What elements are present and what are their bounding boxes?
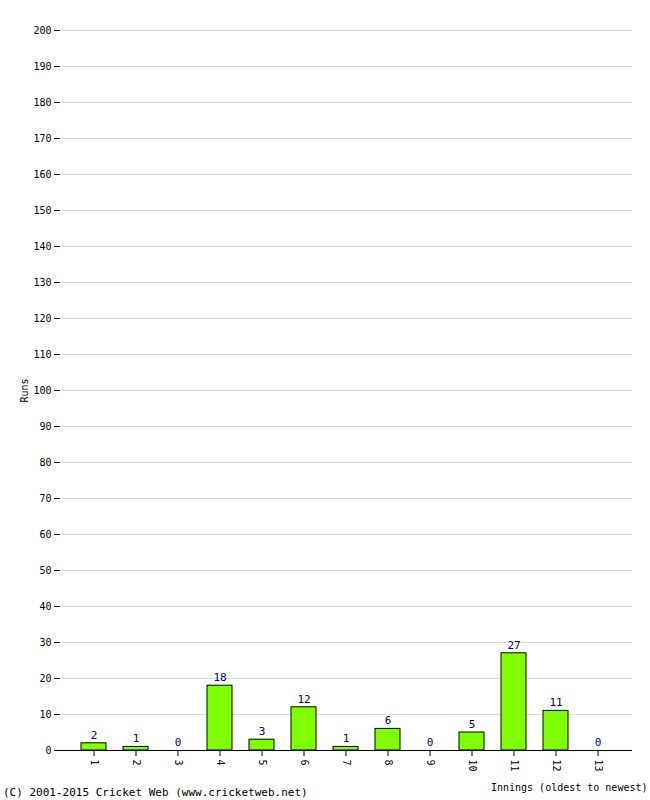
svg-text:180: 180 bbox=[33, 97, 51, 108]
svg-text:27: 27 bbox=[507, 639, 520, 652]
svg-text:40: 40 bbox=[39, 601, 51, 612]
svg-text:170: 170 bbox=[33, 133, 51, 144]
svg-text:3: 3 bbox=[173, 760, 184, 766]
svg-text:1: 1 bbox=[89, 760, 100, 766]
svg-text:12: 12 bbox=[297, 693, 310, 706]
svg-text:140: 140 bbox=[33, 241, 51, 252]
svg-text:70: 70 bbox=[39, 493, 51, 504]
svg-text:0: 0 bbox=[427, 736, 434, 749]
svg-text:190: 190 bbox=[33, 61, 51, 72]
svg-text:13: 13 bbox=[593, 760, 604, 772]
svg-text:11: 11 bbox=[549, 696, 562, 709]
svg-text:110: 110 bbox=[33, 349, 51, 360]
svg-text:6: 6 bbox=[299, 760, 310, 766]
svg-text:10: 10 bbox=[467, 760, 478, 772]
svg-text:30: 30 bbox=[39, 637, 51, 648]
svg-text:Runs: Runs bbox=[19, 378, 30, 402]
svg-text:200: 200 bbox=[33, 25, 51, 36]
svg-text:9: 9 bbox=[425, 760, 436, 766]
svg-text:90: 90 bbox=[39, 421, 51, 432]
svg-text:4: 4 bbox=[215, 760, 226, 766]
svg-text:0: 0 bbox=[595, 736, 602, 749]
svg-text:8: 8 bbox=[383, 760, 394, 766]
svg-text:7: 7 bbox=[341, 760, 352, 766]
svg-text:18: 18 bbox=[213, 671, 226, 684]
svg-text:1: 1 bbox=[133, 732, 140, 745]
svg-text:1: 1 bbox=[343, 732, 350, 745]
svg-text:0: 0 bbox=[45, 745, 51, 756]
svg-text:2: 2 bbox=[91, 729, 98, 742]
svg-text:3: 3 bbox=[259, 725, 266, 738]
svg-text:6: 6 bbox=[385, 714, 392, 727]
html-text:(C) 2001-2015 Cricket Web (www: (C) 2001-2015 Cricket Web (www.cricketwe… bbox=[3, 786, 308, 799]
svg-text:160: 160 bbox=[33, 169, 51, 180]
svg-text:100: 100 bbox=[33, 385, 51, 396]
svg-text:80: 80 bbox=[39, 457, 51, 468]
svg-text:130: 130 bbox=[33, 277, 51, 288]
svg-text:150: 150 bbox=[33, 205, 51, 216]
svg-text:5: 5 bbox=[469, 718, 476, 731]
svg-text:5: 5 bbox=[257, 760, 268, 766]
svg-text:12: 12 bbox=[551, 760, 562, 772]
svg-text:Innings (oldest to newest): Innings (oldest to newest) bbox=[491, 782, 648, 793]
svg-text:20: 20 bbox=[39, 673, 51, 684]
svg-text:120: 120 bbox=[33, 313, 51, 324]
svg-text:50: 50 bbox=[39, 565, 51, 576]
svg-text:2: 2 bbox=[131, 760, 142, 766]
svg-text:11: 11 bbox=[509, 760, 520, 772]
svg-text:10: 10 bbox=[39, 709, 51, 720]
svg-text:0: 0 bbox=[175, 736, 182, 749]
svg-text:60: 60 bbox=[39, 529, 51, 540]
